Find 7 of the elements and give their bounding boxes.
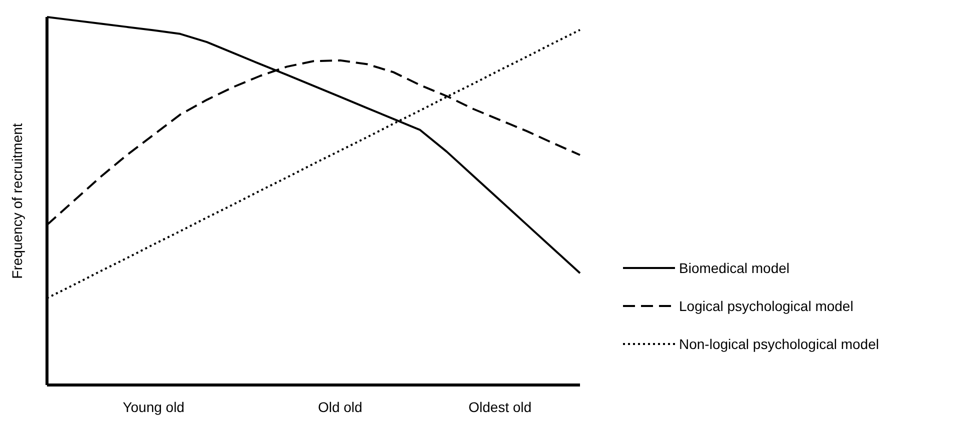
x-tick-label: Oldest old [468, 399, 532, 415]
legend-label: Biomedical model [679, 260, 790, 276]
x-tick-label: Young old [122, 399, 184, 415]
legend-label: Logical psychological model [679, 298, 854, 314]
legend-label: Non-logical psychological model [679, 336, 879, 352]
x-tick-label: Old old [318, 399, 362, 415]
y-axis-title: Frequency of recruitment [9, 123, 25, 279]
